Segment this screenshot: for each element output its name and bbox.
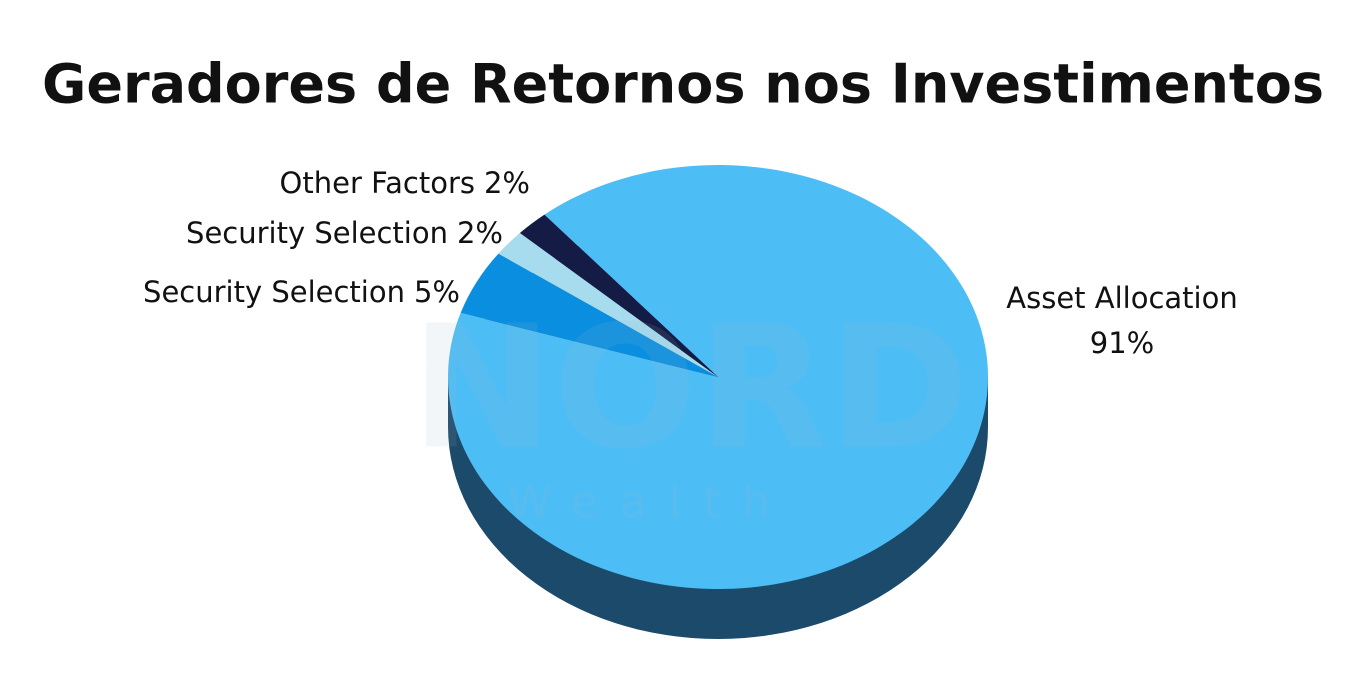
chart-title: Geradores de Retornos nos Investimentos: [42, 53, 1324, 116]
slice-label: Security Selection 5%: [143, 275, 460, 309]
category-label: Asset Allocation: [1006, 281, 1237, 315]
value-label: 2%: [484, 166, 530, 200]
pie-slice: [498, 232, 718, 377]
value-label: 91%: [1090, 326, 1154, 360]
pie-slice: [460, 253, 718, 377]
slice-label: Other Factors 2%: [280, 166, 530, 200]
watermark: NORD: [411, 289, 970, 487]
slice-label: Security Selection 2%: [186, 216, 503, 250]
pie-slice: [519, 214, 718, 377]
category-label: Other Factors: [280, 166, 475, 200]
category-label: Security Selection: [186, 216, 448, 250]
value-label: 2%: [457, 216, 503, 250]
watermark: Wealth: [508, 477, 792, 528]
value-label: 5%: [414, 275, 460, 309]
category-label: Security Selection: [143, 275, 405, 309]
